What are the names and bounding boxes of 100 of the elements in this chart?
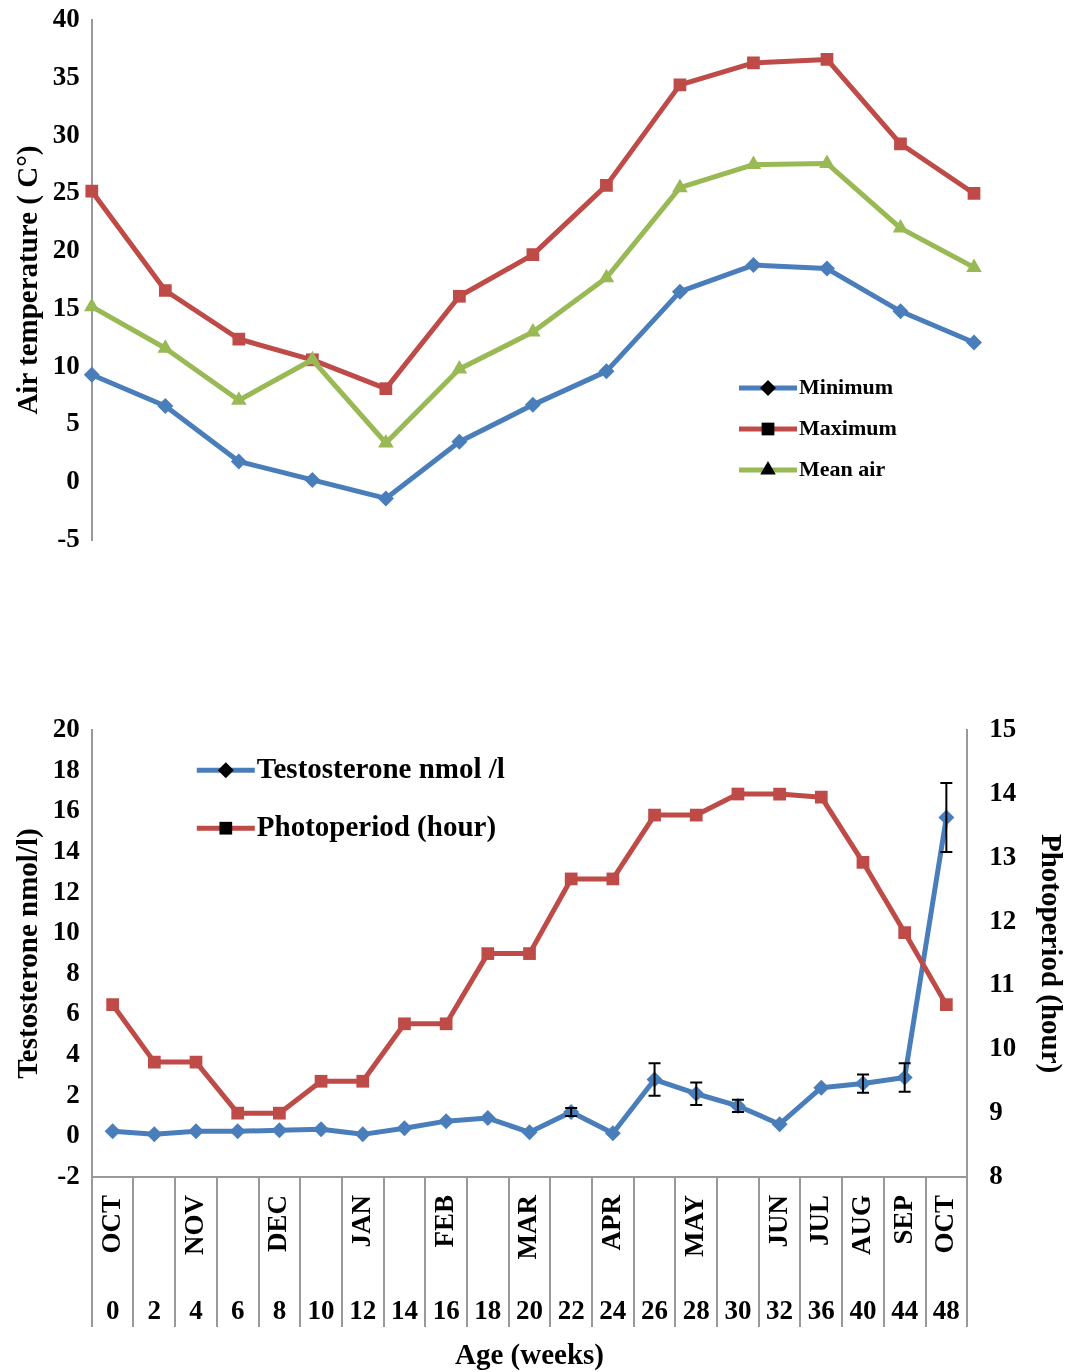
point	[747, 56, 760, 70]
point	[231, 391, 247, 405]
y-tick-label: 30	[52, 118, 80, 149]
point	[966, 334, 982, 351]
x-tick-label: 30	[724, 1294, 752, 1325]
point	[894, 137, 907, 151]
point	[689, 808, 703, 822]
point	[521, 1124, 538, 1141]
x-tick-label: 14	[390, 1294, 418, 1325]
point	[147, 1055, 161, 1069]
y-tick-label: 18	[52, 753, 80, 784]
y-tick-label: -5	[57, 522, 80, 553]
y2-tick-label: 14	[989, 777, 1017, 807]
point	[648, 808, 661, 822]
y-tick-label: 8	[66, 956, 80, 987]
y2-axis-title: Photoperiod (hour)	[1035, 833, 1069, 1074]
x-tick-label: 2	[147, 1294, 162, 1325]
y-axis-title: Testosterone nmol/l)	[10, 828, 44, 1079]
point	[966, 258, 982, 272]
point	[84, 297, 100, 312]
category-label: DEC 8	[262, 1195, 293, 1325]
point	[378, 433, 394, 448]
point	[819, 154, 835, 168]
point	[158, 284, 172, 297]
point	[231, 1106, 245, 1120]
point	[814, 790, 828, 804]
point	[273, 1106, 286, 1120]
legend-label: Maximum	[799, 414, 897, 440]
point	[526, 248, 540, 262]
point	[229, 1123, 246, 1140]
point	[85, 184, 99, 198]
point	[157, 398, 174, 415]
point	[771, 1116, 788, 1133]
y-tick-label: 16	[52, 794, 80, 825]
y2-tick-label: 10	[989, 1032, 1017, 1063]
point	[438, 1113, 455, 1130]
point	[439, 1017, 453, 1031]
category-label: OCT 0	[95, 1195, 126, 1325]
point	[672, 178, 688, 193]
point	[83, 366, 100, 383]
y-tick-label: 2	[66, 1078, 80, 1109]
x-tick-label: 10	[307, 1294, 335, 1325]
point	[892, 303, 909, 320]
point	[379, 382, 393, 396]
y2-tick-label: 13	[989, 840, 1017, 871]
y2-tick-label: 11	[989, 968, 1015, 999]
point	[451, 433, 468, 450]
legend-label: Photoperiod (hour)	[256, 809, 497, 843]
point	[146, 1126, 163, 1143]
point	[671, 283, 688, 300]
y-tick-label: 10	[52, 916, 80, 947]
point	[396, 1120, 413, 1137]
y2-tick-label: 9	[989, 1096, 1003, 1127]
x-tick-label: 26	[641, 1294, 669, 1325]
point	[313, 1121, 330, 1138]
point	[600, 179, 613, 192]
y-tick-label: 14	[52, 835, 80, 866]
y-axis-title: Air temperature ( C°)	[10, 145, 44, 415]
point	[451, 360, 468, 374]
y2-tick-label: 8	[989, 1159, 1003, 1190]
y-tick-label: 25	[52, 176, 80, 207]
y-tick-label: 20	[52, 713, 80, 744]
category-label: JAN 12	[345, 1195, 377, 1325]
category-label: OCT 48	[929, 1195, 960, 1325]
category-label: SEP 44	[887, 1195, 919, 1325]
point	[856, 855, 870, 869]
point	[356, 1074, 370, 1088]
point	[820, 53, 834, 66]
point	[523, 947, 536, 960]
point	[398, 1017, 411, 1031]
point	[773, 787, 786, 801]
x-tick-label: 18	[474, 1294, 502, 1325]
point	[898, 926, 912, 939]
point	[304, 471, 321, 488]
y-tick-label: 35	[52, 60, 80, 91]
y-tick-label: 0	[66, 465, 80, 496]
y-tick-label: 15	[52, 291, 80, 322]
point	[818, 260, 835, 277]
point	[271, 1122, 288, 1139]
point	[481, 947, 495, 960]
point	[967, 187, 981, 200]
category-label: MAY 28	[679, 1195, 710, 1325]
category-label: AUG 40	[845, 1195, 877, 1325]
point	[892, 219, 909, 233]
y-tick-label: 10	[52, 349, 80, 380]
point	[232, 332, 246, 346]
y-tick-label: 40	[52, 3, 80, 34]
x-tick-label: 6	[230, 1294, 245, 1325]
point	[745, 257, 762, 274]
point	[939, 998, 953, 1012]
point	[598, 268, 615, 283]
point	[230, 453, 247, 470]
legend-label: Minimum	[799, 373, 894, 399]
point	[377, 490, 394, 507]
x-tick-label: 22	[557, 1294, 585, 1325]
category-label: JUL 36	[804, 1195, 835, 1325]
point	[354, 1126, 371, 1143]
y-tick-label: 5	[66, 407, 80, 438]
category-label: NOV 4	[178, 1195, 209, 1325]
point	[106, 998, 120, 1012]
